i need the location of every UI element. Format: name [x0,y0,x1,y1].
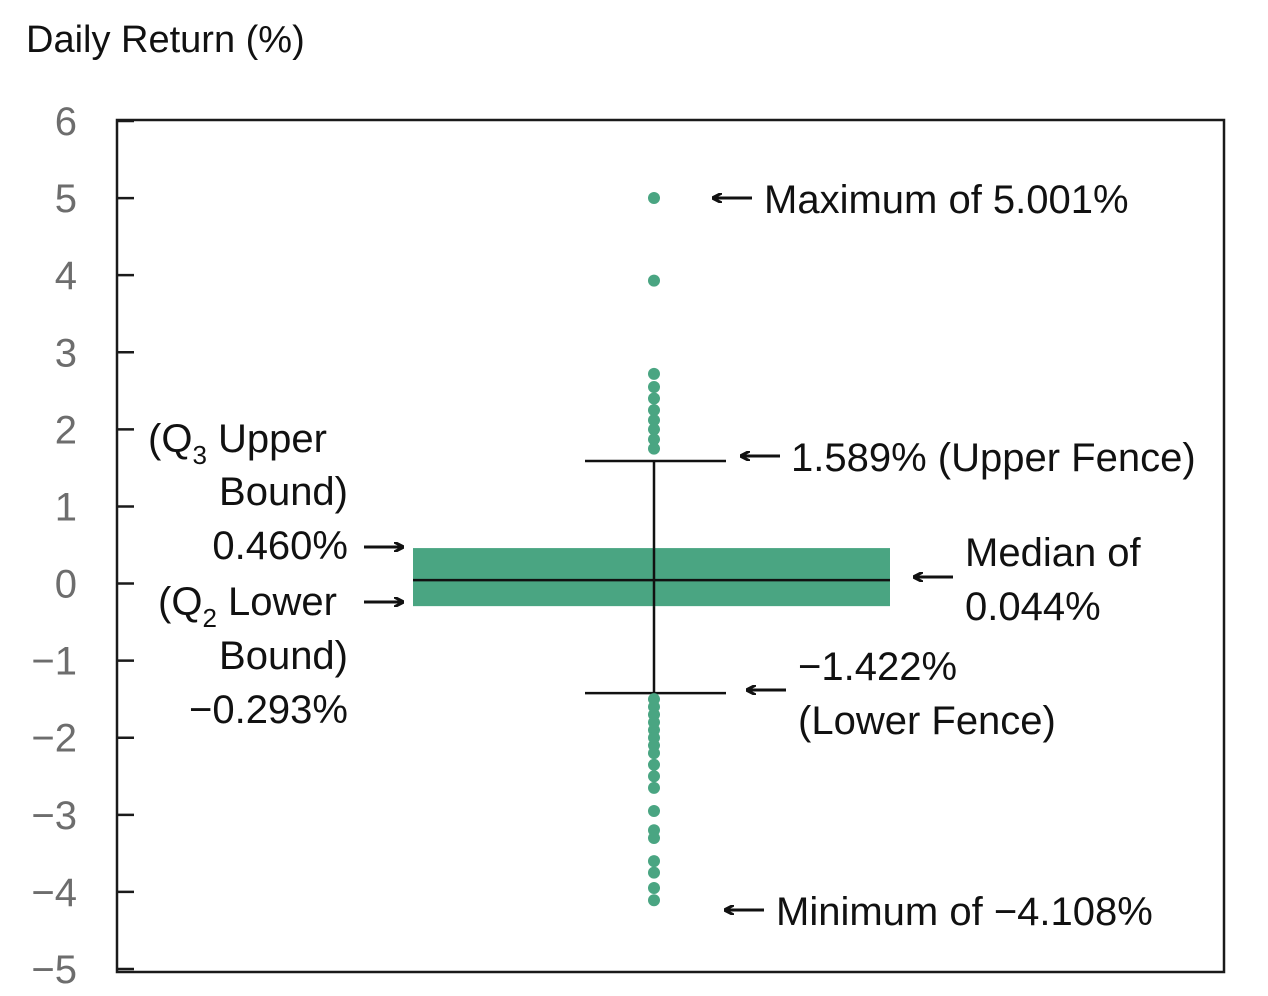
y-tick-label: 0 [55,563,77,607]
outlier-point [648,866,660,879]
maximum-label: Maximum of 5.001% [764,178,1129,222]
q2-label-line1: (Q2 Lower [158,580,337,633]
outlier-point [648,274,660,287]
outlier-point [648,380,660,393]
y-tick-label: 3 [55,331,77,375]
q2-label-line2: Bound) [219,634,348,678]
outlier-point [648,804,660,817]
outlier-point [648,882,660,895]
lower-fence-label-line2: (Lower Fence) [798,699,1056,743]
outlier-point [648,894,660,907]
median-label-line2: 0.044% [965,585,1101,629]
y-tick-label: 5 [55,177,77,221]
outlier-point [648,442,660,455]
outlier-point [648,747,660,760]
outlier-point [648,392,660,405]
interquartile-box [413,548,890,607]
upper-fence-label: 1.589% (Upper Fence) [791,436,1196,480]
outlier-points [648,192,660,907]
plot-frame [115,118,1226,974]
y-tick-label: −3 [31,794,77,838]
q3-value-label: 0.460% [212,524,348,568]
q3-label-line1: (Q3 Upper [148,417,327,470]
outlier-point [648,831,660,844]
outlier-point [648,770,660,783]
q2-value-label: −0.293% [189,688,348,732]
outlier-point [648,433,660,446]
y-tick-label: 1 [55,485,77,529]
median-label-line1: Median of [965,531,1142,575]
y-tick-label: 4 [55,254,77,298]
y-axis-ticks: 6 5 4 3 2 1 0 −1 −2 −3 −4 −5 [31,100,134,992]
outlier-point [648,758,660,771]
outlier-point [648,414,660,427]
outlier-point [648,404,660,417]
y-tick-label: 6 [55,100,77,144]
y-axis-title: Daily Return (%) [26,19,305,61]
lower-fence-label-line1: −1.422% [798,645,957,689]
y-tick-label: −4 [31,871,77,915]
minimum-label: Minimum of −4.108% [776,890,1153,934]
outlier-point [648,423,660,436]
q3-label-line2: Bound) [219,470,348,514]
outlier-point [648,781,660,794]
outlier-point [648,367,660,380]
y-tick-label: 2 [55,408,77,452]
outlier-point [648,855,660,868]
box-group [413,548,890,607]
outlier-point [648,192,660,205]
y-tick-label: −1 [31,640,77,684]
y-tick-label: −5 [31,948,77,992]
y-tick-label: −2 [31,717,77,761]
